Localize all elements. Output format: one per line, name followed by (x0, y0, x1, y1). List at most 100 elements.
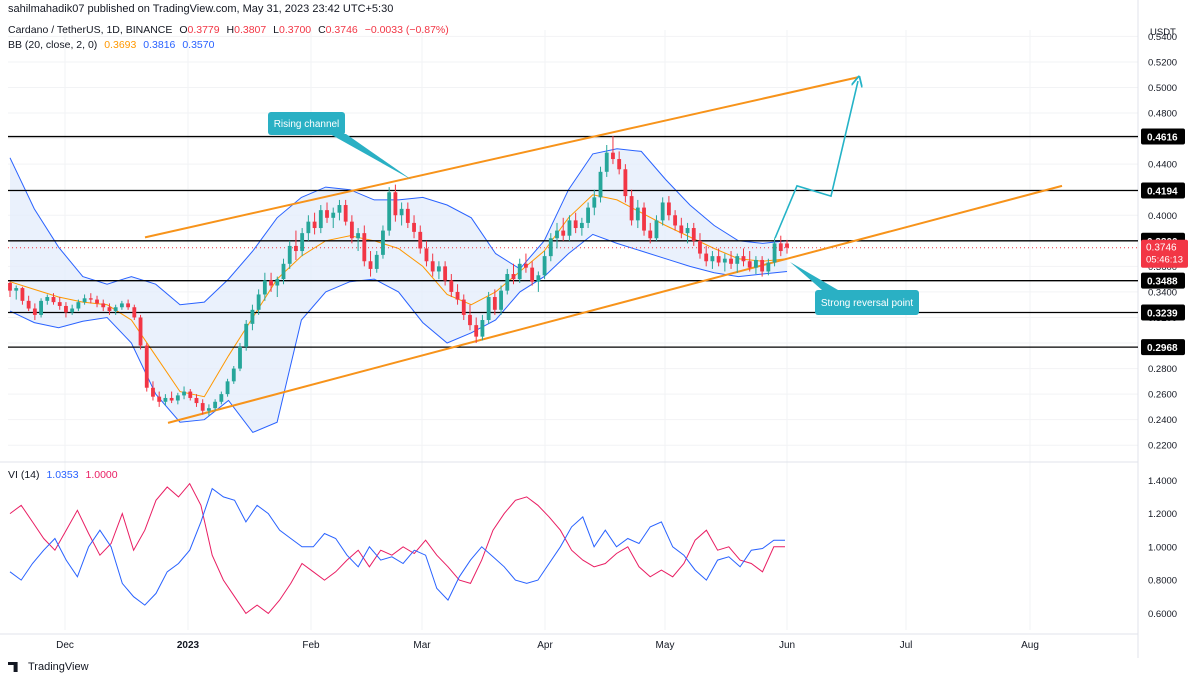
candle-body (393, 192, 398, 216)
candle-body (648, 230, 653, 239)
price-tick-label: 0.5000 (1148, 83, 1177, 94)
candle-body (51, 297, 56, 303)
candle-body (785, 243, 789, 248)
candle-body (312, 221, 317, 229)
candle-body (716, 256, 721, 263)
candle-body (666, 202, 671, 216)
rising-channel (144, 76, 1063, 424)
candle-body (579, 222, 584, 229)
level-axis-badge (1141, 304, 1185, 321)
vortex-indicator-pane (9, 482, 785, 615)
candle-body (188, 391, 193, 398)
price-tick-label: 0.2200 (1148, 441, 1177, 452)
tradingview-footer[interactable]: TradingView (8, 661, 89, 673)
level-axis-label: 0.3239 (1147, 308, 1178, 319)
candle-body (555, 230, 559, 239)
candle-body (231, 368, 236, 382)
high-label: H (226, 24, 235, 36)
candle-body (182, 391, 186, 396)
bb-label[interactable]: BB (20, close, 2, 0) (8, 39, 98, 51)
candle-body (735, 256, 740, 264)
candle-body (480, 320, 485, 337)
candle-body (256, 294, 261, 310)
candle-body (356, 233, 361, 239)
main-legend[interactable]: Cardano / TetherUS, 1D, BINANCE O0.3779 … (8, 24, 449, 36)
candle-body (598, 171, 603, 198)
candle-body (325, 210, 329, 218)
candle-body (412, 222, 416, 232)
vi-plus-line (9, 482, 785, 615)
candle-body (225, 381, 230, 395)
candle-body (704, 253, 709, 262)
candle-body (511, 274, 516, 280)
candle-body (70, 308, 75, 313)
candle-body (660, 202, 665, 221)
level-axis-label: 0.4616 (1147, 133, 1178, 144)
candle-body (642, 207, 646, 231)
candle-body (623, 169, 628, 197)
change-value: −0.0033 (−0.87%) (364, 24, 449, 36)
candle-body (573, 220, 578, 229)
candle-body (281, 263, 286, 280)
time-tick-label: Feb (302, 640, 320, 651)
candle-body (294, 245, 298, 252)
candle-body (710, 256, 715, 262)
bb-legend[interactable]: BB (20, close, 2, 0) 0.3693 0.3816 0.357… (8, 39, 214, 51)
callout-reversal-text: Strong reversal point (821, 298, 913, 309)
callout-pointer (330, 134, 412, 180)
candle-body (474, 325, 479, 337)
callout-rising-channel (268, 112, 345, 135)
channel-upper-line (144, 76, 859, 239)
level-axis-badge (1141, 182, 1185, 199)
price-tick-label: 0.4800 (1148, 109, 1177, 120)
candle-body (219, 394, 224, 402)
current-price-badge (1141, 239, 1188, 268)
price-tick-label: 0.2600 (1148, 390, 1177, 401)
bollinger-upper-line (9, 148, 788, 306)
projection-arrow (774, 81, 858, 239)
candle-body (144, 345, 149, 388)
bb-upper-value: 0.3816 (143, 39, 176, 51)
candle-body (679, 225, 684, 234)
bollinger-lower-line (9, 233, 788, 434)
candle-body (486, 297, 491, 321)
callouts: Rising channel Strong reversal point (268, 112, 919, 315)
vi-minus-value: 1.0000 (85, 469, 118, 481)
candle-body (343, 205, 348, 222)
candle-body (617, 159, 622, 170)
candle-body (424, 248, 429, 262)
candle-body (387, 192, 392, 231)
time-tick-label: Jul (900, 640, 913, 651)
candle-body (175, 395, 180, 401)
candle-body (169, 397, 174, 401)
axes: USDT0.54000.52000.50000.48000.46000.4400… (56, 27, 1188, 651)
candle-body (207, 408, 211, 411)
candle-body (151, 387, 155, 397)
candle-body (113, 307, 118, 312)
vi-legend[interactable]: VI (14) 1.0353 1.0000 (8, 469, 118, 481)
candle-body (548, 238, 553, 257)
candle-body (492, 297, 497, 310)
bollinger-band-fill (10, 148, 787, 433)
bb-basis-value: 0.3693 (104, 39, 137, 51)
candlestick-series (8, 136, 789, 416)
candle-body (536, 275, 541, 282)
candle-body (88, 298, 93, 300)
vi-label[interactable]: VI (14) (8, 469, 40, 481)
candle-body (430, 261, 435, 272)
vi-minus-line (9, 487, 785, 606)
candle-body (592, 197, 597, 208)
candle-body (163, 397, 168, 402)
channel-lower-line (167, 184, 1063, 424)
candle-body (604, 152, 609, 172)
candle-body (698, 240, 702, 254)
candle-body (567, 220, 572, 236)
symbol-label[interactable]: Cardano / TetherUS, 1D, BINANCE (8, 24, 173, 36)
low-value: 0.3700 (279, 24, 312, 36)
candle-body (455, 291, 460, 300)
candle-body (306, 221, 311, 234)
candle-body (331, 212, 336, 218)
candle-body (368, 261, 373, 269)
countdown-label: 05:46:13 (1146, 255, 1183, 266)
